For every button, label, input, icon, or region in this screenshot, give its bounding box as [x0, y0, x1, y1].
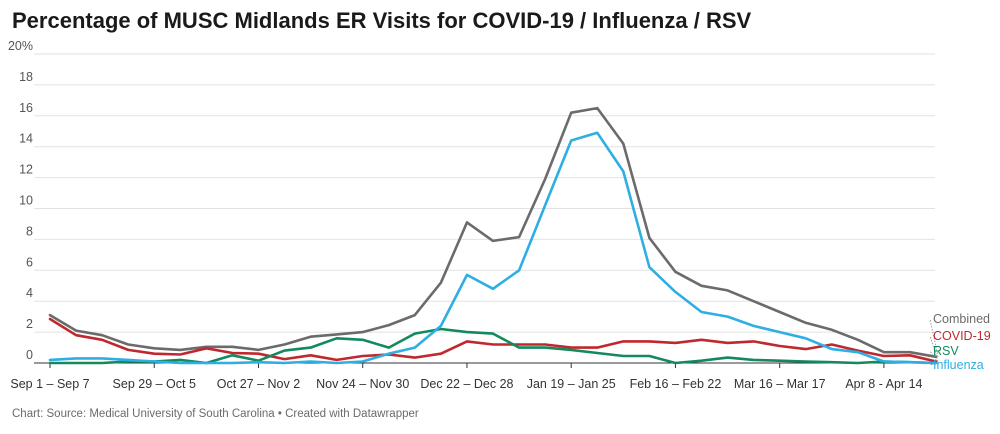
- y-tick-label: 8: [26, 224, 33, 238]
- x-axis-ticks: Sep 1 – Sep 7 Sep 29 – Oct 5 Oct 27 – Nov …: [10, 363, 923, 391]
- label-leader-line: [929, 318, 939, 357]
- y-tick-label: 16: [19, 101, 33, 115]
- y-tick-label: 12: [19, 163, 33, 177]
- y-tick-label: 0: [26, 348, 33, 362]
- y-tick-label: 10: [19, 194, 33, 208]
- x-tick-label: Dec 22 – Dec 28: [420, 377, 513, 391]
- series-line-covid-19: [48, 317, 938, 363]
- x-tick-label: Sep 1 – Sep 7: [10, 377, 89, 391]
- x-tick-label: Jan 19 – Jan 25: [527, 377, 616, 391]
- series-label: Influenza: [933, 358, 984, 372]
- y-tick-label: 4: [26, 286, 33, 300]
- page-title: Percentage of MUSC Midlands ER Visits fo…: [12, 8, 752, 33]
- chart-footer: Chart: Source: Medical University of Sou…: [12, 408, 419, 420]
- series-line-influenza: [48, 131, 938, 365]
- label-leader-line: [929, 350, 939, 364]
- series-lines: [48, 106, 938, 365]
- y-tick-label: 14: [19, 132, 33, 146]
- series-line-combined: [48, 106, 938, 359]
- x-tick-label: Feb 16 – Feb 22: [630, 377, 722, 391]
- y-tick-label: 20%: [8, 39, 33, 53]
- series-label: Combined: [933, 312, 990, 326]
- gridlines: [34, 53, 935, 364]
- x-tick-label: Oct 27 – Nov 2: [217, 377, 300, 391]
- series-line-rsv: [48, 327, 938, 365]
- x-tick-label: Apr 8 - Apr 14: [845, 377, 922, 391]
- y-tick-label: 2: [26, 317, 33, 331]
- x-tick-label: Mar 16 – Mar 17: [734, 377, 826, 391]
- y-tick-label: 18: [19, 70, 33, 84]
- label-leader-line: [929, 335, 939, 362]
- y-tick-label: 6: [26, 255, 33, 269]
- label-leader-line: [929, 362, 939, 366]
- x-tick-label: Sep 29 – Oct 5: [113, 377, 196, 391]
- series-label: RSV: [933, 344, 959, 358]
- series-label: COVID-19: [933, 329, 991, 343]
- y-axis-ticks: 0 2 4 6 8 10 12 14 16 18 20%: [8, 39, 33, 362]
- x-tick-label: Nov 24 – Nov 30: [316, 377, 409, 391]
